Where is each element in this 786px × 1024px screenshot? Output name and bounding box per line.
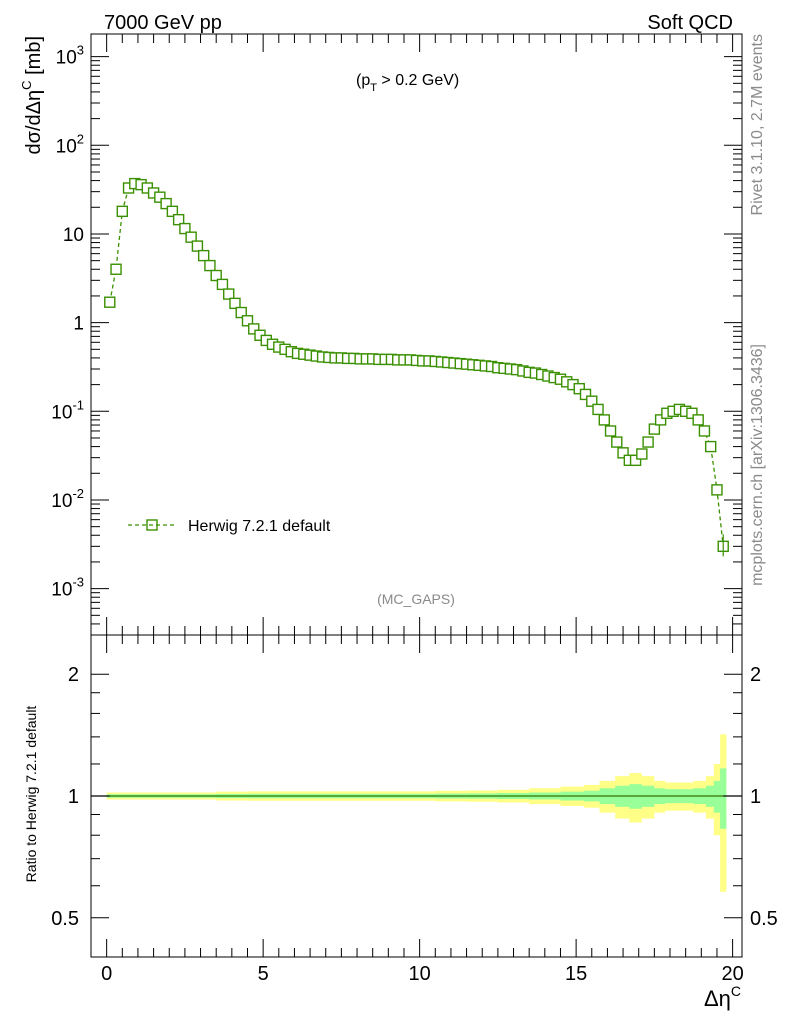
data-point xyxy=(636,448,648,460)
data-point xyxy=(248,323,260,335)
ratio-y-tick-label-right: 2 xyxy=(750,664,761,686)
data-point xyxy=(654,414,667,426)
x-tick-label: 20 xyxy=(721,963,743,985)
data-point xyxy=(686,407,698,419)
header-right: Soft QCD xyxy=(647,12,733,34)
x-axis-label: ΔηC xyxy=(704,983,741,1011)
data-point xyxy=(592,403,604,416)
legend: Herwig 7.2.1 default xyxy=(128,518,331,535)
main-frame xyxy=(90,33,743,636)
data-point xyxy=(191,240,204,252)
main-y-tick-label: 103 xyxy=(56,43,84,69)
data-point xyxy=(642,436,654,448)
ratio-y-tick-label-right: 1 xyxy=(750,786,761,808)
data-point xyxy=(711,484,723,496)
ratio-y-tick-label-right: 0.5 xyxy=(750,908,778,930)
data-point xyxy=(579,388,592,401)
ratio-y-tick-label: 0.5 xyxy=(51,908,79,930)
legend-label: Herwig 7.2.1 default xyxy=(188,518,331,535)
main-axis-ticks: 10-3 10-2 10-1 1 10 102 103 xyxy=(51,34,742,636)
data-point xyxy=(235,306,247,319)
ratio-bands xyxy=(106,734,727,892)
data-point xyxy=(116,205,128,218)
data-point xyxy=(154,191,166,203)
data-point xyxy=(617,447,629,459)
x-tick-label: 5 xyxy=(258,963,269,985)
x-tick-label: 15 xyxy=(565,963,587,985)
data-point xyxy=(204,259,216,272)
ratio-y-tick-label: 1 xyxy=(68,786,79,808)
main-y-tick-label: 1 xyxy=(73,314,84,335)
data-point xyxy=(229,297,241,310)
data-point xyxy=(110,263,122,275)
rivet-label: Rivet 3.1.10, 2.7M events xyxy=(749,34,766,215)
ratio-y-tick-label: 2 xyxy=(68,664,79,686)
ratio-axis-ticks: 0.5 0.51 12 20 5 10 15 20 xyxy=(51,635,778,985)
data-point xyxy=(705,440,717,453)
x-tick-label: 10 xyxy=(409,963,431,985)
data-point xyxy=(629,454,642,467)
data-point xyxy=(172,213,185,226)
cut-annotation: (pT > 0.2 GeV) xyxy=(356,72,459,94)
ratio-band-inner xyxy=(106,768,727,829)
data-point xyxy=(223,288,235,300)
main-y-tick-label: 10-2 xyxy=(51,486,84,512)
data-point xyxy=(197,249,210,262)
ratio-y-axis-label: Ratio to Herwig 7.2.1 default xyxy=(23,706,39,883)
data-point xyxy=(692,414,704,426)
data-point xyxy=(160,197,172,210)
main-y-tick-label: 10-1 xyxy=(51,397,84,423)
data-point xyxy=(604,425,617,437)
data-point xyxy=(586,395,598,407)
data-point xyxy=(598,414,610,426)
ratio-band-outer xyxy=(106,734,727,892)
data-point xyxy=(698,425,711,437)
main-series xyxy=(104,177,729,557)
main-y-axis-label: dσ/dΔηC [mb] xyxy=(19,36,45,154)
data-point xyxy=(179,222,191,235)
data-point xyxy=(216,278,229,291)
mcplots-label: mcplots.cern.ch [arXiv:1306.3436] xyxy=(749,344,766,586)
data-point xyxy=(611,436,623,448)
analysis-label: (MC_GAPS) xyxy=(377,591,455,607)
main-y-tick-label: 10 xyxy=(63,225,84,246)
data-point xyxy=(241,315,254,327)
data-point xyxy=(573,382,585,395)
data-point xyxy=(104,296,116,308)
data-point xyxy=(185,231,197,243)
data-point xyxy=(166,205,179,218)
data-point xyxy=(210,269,222,282)
data-point xyxy=(648,423,661,435)
main-y-tick-label: 10-3 xyxy=(51,575,84,601)
legend-marker xyxy=(146,519,158,531)
header-left: 7000 GeV pp xyxy=(104,12,222,34)
main-y-tick-label: 102 xyxy=(56,131,84,157)
x-tick-label: 0 xyxy=(101,963,112,985)
